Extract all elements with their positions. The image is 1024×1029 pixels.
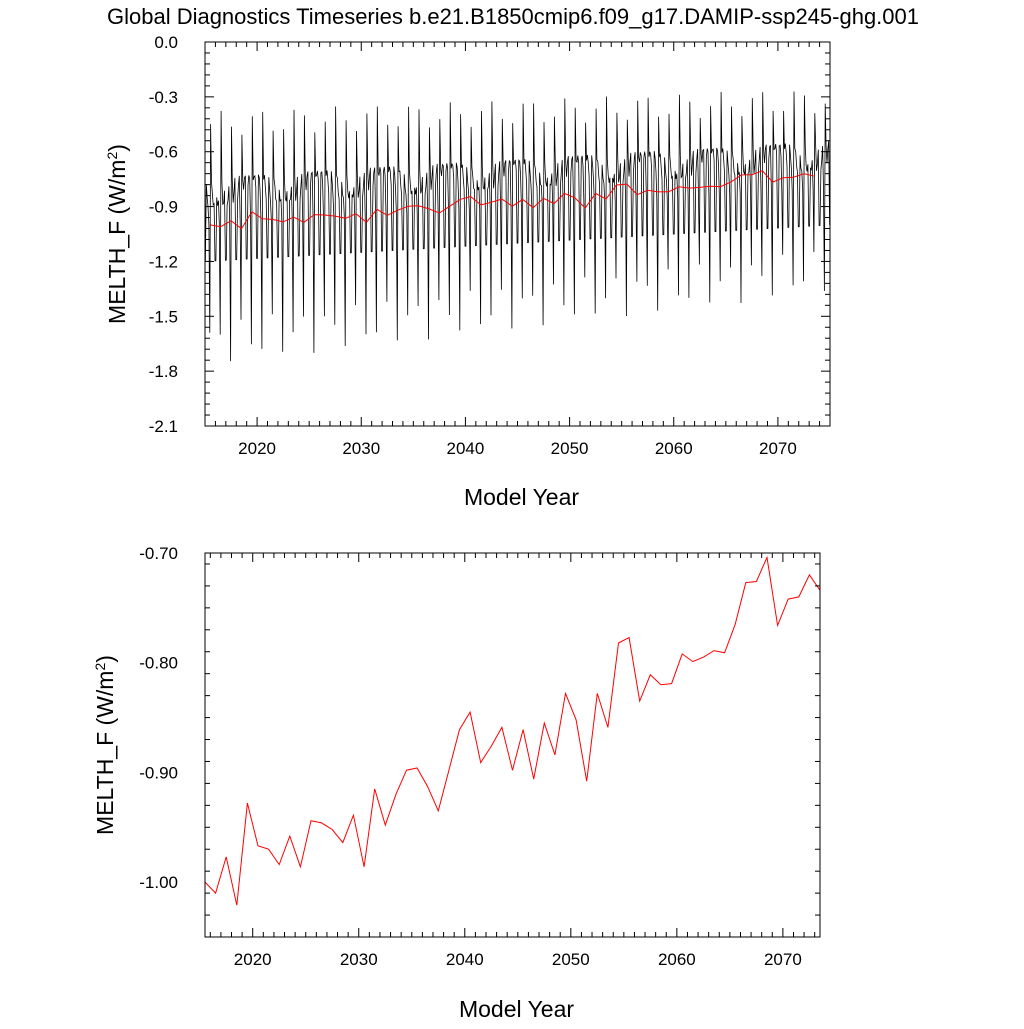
x-axis-label: Model Year bbox=[464, 484, 579, 510]
x-tick-label: 2030 bbox=[340, 950, 378, 969]
x-tick-label: 2070 bbox=[764, 950, 802, 969]
y-axis-label: MELTH_F (W/m2) bbox=[104, 144, 130, 324]
y-tick-label: -0.9 bbox=[149, 198, 178, 217]
y-tick-label: -1.2 bbox=[149, 252, 178, 271]
plot-frame bbox=[204, 552, 821, 938]
bottom-panel: 2020 2030 2040 2050 2060 2070 -0.70 -0.80 -0.90 -… bbox=[92, 544, 821, 1022]
y-tick-label: -1.5 bbox=[149, 307, 178, 326]
y-tick-label: 0.0 bbox=[154, 33, 178, 52]
y-tick-label: -0.90 bbox=[139, 763, 178, 782]
annual-mean-line-1 bbox=[204, 555, 821, 906]
x-tick-label: 2050 bbox=[551, 439, 589, 458]
y-tick-label: -2.1 bbox=[149, 417, 178, 436]
x-tick-label: 2020 bbox=[234, 950, 272, 969]
x-tick-label: 2020 bbox=[238, 439, 276, 458]
y-axis-label: MELTH_F (W/m2) bbox=[92, 655, 118, 835]
y-tick-label: -1.00 bbox=[139, 873, 178, 892]
y-tick-label: -0.6 bbox=[149, 143, 178, 162]
x-tick-label: 2040 bbox=[446, 950, 484, 969]
x-tick-label: 2060 bbox=[655, 439, 693, 458]
top-panel: 2020 2030 2040 2050 2060 2070 0.0 -0.3 -0.6 -0.9 -… bbox=[104, 33, 831, 510]
plot-frame bbox=[204, 41, 831, 427]
x-tick-label: 2070 bbox=[759, 439, 797, 458]
figure-title: Global Diagnostics Timeseries b.e21.B185… bbox=[107, 4, 919, 29]
monthly-series-line-0 bbox=[205, 91, 830, 362]
x-axis-label: Model Year bbox=[459, 996, 574, 1022]
y-tick-label: -0.70 bbox=[139, 544, 178, 563]
y-tick-label: -0.3 bbox=[149, 88, 178, 107]
x-tick-label: 2060 bbox=[658, 950, 696, 969]
x-tick-label: 2030 bbox=[342, 439, 380, 458]
x-tick-label: 2040 bbox=[447, 439, 485, 458]
annual-mean-line-0 bbox=[210, 170, 815, 230]
x-tick-label: 2050 bbox=[552, 950, 590, 969]
y-tick-label: -1.8 bbox=[149, 362, 178, 381]
y-tick-label: -0.80 bbox=[139, 654, 178, 673]
